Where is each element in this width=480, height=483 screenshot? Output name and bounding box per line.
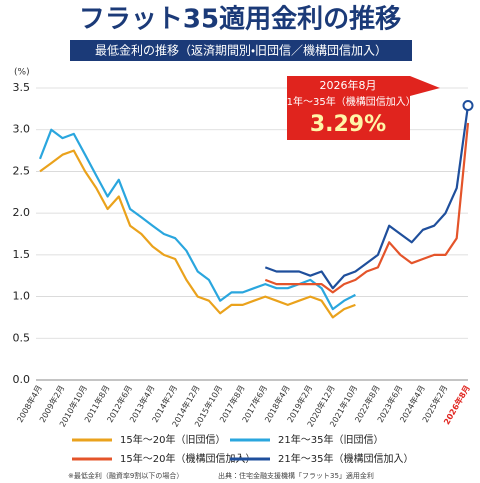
legend-label: 15年〜20年（旧団信） <box>120 433 225 446</box>
series-line <box>264 122 470 294</box>
y-tick-label: 0.5 <box>13 331 31 344</box>
annotation-value: 3.29% <box>310 112 386 137</box>
subtitle-band <box>70 40 412 61</box>
footnote: ※最低金利（融資率9割以下の場合） <box>68 471 183 480</box>
y-tick-label: 3.5 <box>13 81 31 94</box>
legend: 15年〜20年（旧団信） 21年〜35年（旧団信） 15年〜20年（機構団信加入） 2… <box>72 433 413 465</box>
annotation: 2026年8月 21年〜35年（機構団信加入） 3.29% <box>280 76 440 140</box>
subtitle: 最低金利の推移（返済期間別・旧団信／機構団信加入） <box>95 43 387 58</box>
y-tick-label: 3.0 <box>13 123 31 136</box>
lines <box>38 100 474 319</box>
series-line <box>39 149 356 319</box>
end-marker <box>462 100 474 112</box>
legend-label: 21年〜35年（機構団信加入） <box>278 452 413 465</box>
annotation-series: 21年〜35年（機構団信加入） <box>280 95 415 108</box>
y-tick-label: 0.0 <box>13 373 31 386</box>
legend-label: 21年〜35年（旧団信） <box>278 433 383 446</box>
annotation-box <box>287 76 440 140</box>
legend-label: 15年〜20年（機構団信加入） <box>120 452 255 465</box>
annotation-date: 2026年8月 <box>320 78 377 92</box>
series-line <box>38 128 356 311</box>
chart-title: フラット35適用金利の推移 <box>79 5 401 35</box>
y-tick-label: 1.5 <box>13 248 31 261</box>
y-tick-label: 1.0 <box>13 290 31 303</box>
y-tick-label: 2.5 <box>13 164 31 177</box>
y-unit: (%) <box>14 68 30 78</box>
source: 出典：住宅金融支援機構「フラット35」適用金利 <box>218 471 374 480</box>
y-tick-label: 2.0 <box>13 206 31 219</box>
series-line <box>264 105 470 290</box>
